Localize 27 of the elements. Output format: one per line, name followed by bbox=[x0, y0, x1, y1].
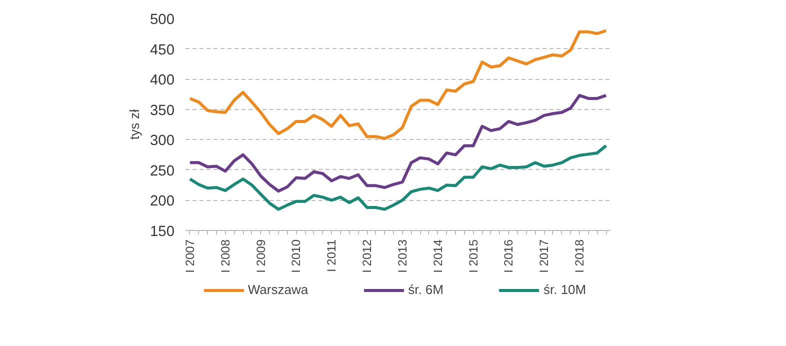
x-tick-label: I 2011 bbox=[324, 239, 339, 272]
x-tick-label: I 2018 bbox=[572, 239, 587, 273]
y-tick-label: 250 bbox=[150, 163, 175, 180]
x-tick-label: I 2010 bbox=[289, 239, 304, 273]
x-tick-label: I 2008 bbox=[218, 239, 232, 273]
x-tick-label: I 2009 bbox=[254, 239, 268, 273]
y-axis-title: tys zł bbox=[127, 109, 142, 140]
y-tick-label: 200 bbox=[150, 194, 175, 210]
line-series bbox=[188, 144, 608, 211]
x-tick-label: I 2012 bbox=[360, 239, 374, 273]
legend-label: Warszawa bbox=[248, 281, 308, 300]
x-tick-label: I 2013 bbox=[395, 239, 410, 273]
y-tick-label: 400 bbox=[150, 72, 175, 89]
x-tick-label: I 2016 bbox=[502, 239, 516, 273]
legend-label: śr. 10M bbox=[543, 281, 586, 300]
x-tick-label: I 2015 bbox=[466, 239, 480, 273]
y-tick-label: 150 bbox=[150, 224, 175, 240]
line-series bbox=[188, 94, 608, 193]
y-tick-label: 500 bbox=[150, 12, 175, 28]
y-tick-label: 450 bbox=[150, 42, 175, 58]
y-tick-label: 350 bbox=[150, 102, 175, 119]
line-series bbox=[188, 29, 608, 140]
x-tick-label: I 2007 bbox=[182, 239, 197, 273]
x-tick-label: I 2017 bbox=[537, 239, 552, 273]
legend-label: śr. 6M bbox=[408, 281, 444, 300]
y-tick-label: 300 bbox=[150, 133, 175, 150]
x-tick-label: I 2014 bbox=[430, 239, 445, 273]
